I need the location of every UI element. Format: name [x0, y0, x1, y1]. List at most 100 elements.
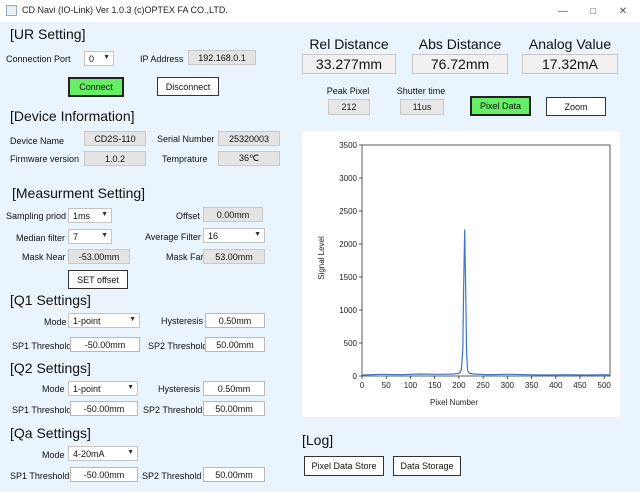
app-icon [6, 5, 17, 16]
q1-mode-value: 1-point [73, 316, 101, 326]
set-offset-button[interactable]: SET offset [68, 270, 128, 289]
median-filter-value: 7 [73, 232, 79, 242]
y-tick-label: 0 [353, 372, 358, 381]
maximize-icon[interactable]: □ [589, 5, 597, 17]
x-tick-label: 250 [476, 381, 490, 390]
q2-sp1-input[interactable]: -50.00mm [70, 401, 138, 416]
q1-sp1-input[interactable]: -50.00mm [70, 337, 140, 352]
connection-port-value: 0 [89, 54, 95, 64]
chevron-down-icon: ▼ [129, 316, 136, 323]
x-tick-label: 300 [501, 381, 515, 390]
q1-sp2-label: SP2 Threshold [148, 341, 208, 351]
sampling-period-value: 1ms [73, 211, 91, 221]
log-title: [Log] [302, 432, 334, 448]
x-axis-title: Pixel Number [430, 398, 478, 407]
close-icon[interactable]: ✕ [618, 5, 628, 17]
chevron-down-icon: ▼ [101, 211, 108, 218]
connection-port-select[interactable]: 0 ▼ [84, 51, 114, 66]
x-tick-label: 0 [360, 381, 365, 390]
y-tick-label: 500 [344, 339, 358, 348]
q2-mode-value: 1-point [73, 384, 101, 394]
x-tick-label: 100 [404, 381, 418, 390]
qa-mode-label: Mode [42, 450, 65, 460]
ip-address-field[interactable]: 192.168.0.1 [188, 50, 256, 65]
device-name-label: Device Name [10, 136, 65, 146]
q1-hysteresis-label: Hysteresis [161, 316, 204, 326]
chevron-down-icon: ▼ [101, 232, 108, 239]
chevron-down-icon: ▼ [127, 449, 134, 456]
x-tick-label: 50 [382, 381, 391, 390]
sampling-period-select[interactable]: 1ms ▼ [68, 208, 112, 223]
x-tick-label: 350 [525, 381, 539, 390]
chart-panel: Signal Level Pixel Number 0 500 1000 1500 20… [302, 131, 620, 417]
peak-pixel-label: Peak Pixel [326, 86, 370, 96]
data-storage-button[interactable]: Data Storage [393, 456, 461, 476]
shutter-time-value: 11us [400, 99, 444, 115]
connect-button[interactable]: Connect [68, 77, 124, 97]
x-tick-label: 150 [428, 381, 442, 390]
ur-setting-title: [UR Setting] [10, 26, 86, 42]
x-tick-label: 500 [598, 381, 612, 390]
window-title: CD Navi (IO-Link) Ver 1.0.3 (c)OPTEX FA … [22, 5, 228, 15]
analog-value-label: Analog Value [528, 36, 612, 52]
x-tick-label: 450 [573, 381, 587, 390]
y-tick-label: 3000 [339, 174, 357, 183]
y-tick-label: 2000 [339, 240, 357, 249]
qa-sp1-input[interactable]: -50.00mm [70, 467, 138, 482]
y-tick-label: 1000 [339, 306, 357, 315]
mask-far-value: 53.00mm [203, 249, 265, 264]
q1-sp2-input[interactable]: 50.00mm [205, 337, 265, 352]
qa-sp2-input[interactable]: 50.00mm [203, 467, 265, 482]
average-filter-select[interactable]: 16 ▼ [203, 228, 265, 243]
q2-mode-select[interactable]: 1-point ▼ [68, 381, 138, 396]
x-tick-label: 200 [452, 381, 466, 390]
q2-hysteresis-input[interactable]: 0.50mm [203, 381, 265, 396]
pixel-data-button[interactable]: Pixel Data [470, 96, 531, 116]
qa-mode-select[interactable]: 4-20mA ▼ [68, 446, 138, 461]
qa-sp2-label: SP2 Threshold [142, 471, 202, 481]
y-axis-title: Signal Level [317, 236, 326, 280]
serial-number-label: Serial Number [157, 134, 215, 144]
offset-label: Offset [176, 211, 200, 221]
mask-far-label: Mask Far [166, 252, 204, 262]
y-tick-label: 3500 [339, 141, 357, 150]
mask-near-label: Mask Near [22, 252, 66, 262]
analog-value-value: 17.32mA [522, 54, 618, 74]
zoom-button[interactable]: Zoom [546, 97, 606, 116]
temperature-label: Temprature [162, 154, 208, 164]
abs-distance-value: 76.72mm [412, 54, 508, 74]
q1-mode-select[interactable]: 1-point ▼ [68, 313, 140, 328]
q1-hysteresis-input[interactable]: 0.50mm [205, 313, 265, 328]
minimize-icon[interactable]: — [558, 5, 568, 17]
median-filter-select[interactable]: 7 ▼ [68, 229, 112, 244]
q2-sp2-label: SP2 Threshold [143, 405, 203, 415]
abs-distance-label: Abs Distance [418, 36, 502, 52]
q2-hysteresis-label: Hysteresis [158, 384, 201, 394]
sampling-period-label: Sampling priod [6, 211, 67, 221]
x-tick-label: 400 [549, 381, 563, 390]
q2-title: [Q2 Settings] [10, 360, 91, 376]
q2-sp2-input[interactable]: 50.00mm [203, 401, 265, 416]
q1-mode-label: Mode [44, 317, 67, 327]
plot-area [361, 144, 611, 377]
title-bar: CD Navi (IO-Link) Ver 1.0.3 (c)OPTEX FA … [0, 0, 640, 22]
q1-sp1-label: SP1 Threshold [12, 341, 72, 351]
firmware-label: Firmware version [10, 154, 80, 164]
pixel-data-store-button[interactable]: Pixel Data Store [304, 456, 384, 476]
y-tick-label: 1500 [339, 273, 357, 282]
signal-series-line [361, 229, 611, 376]
chevron-down-icon: ▼ [103, 54, 110, 61]
measurement-title: [Measurment Setting] [12, 185, 146, 201]
q1-title: [Q1 Settings] [10, 292, 91, 308]
ip-address-label: IP Address [140, 54, 184, 64]
firmware-value: 1.0.2 [84, 151, 146, 166]
temperature-value: 36℃ [218, 151, 280, 166]
offset-value: 0.00mm [203, 207, 263, 222]
chevron-down-icon: ▼ [254, 231, 261, 238]
median-filter-label: Median filter [16, 233, 66, 243]
q2-mode-label: Mode [42, 384, 65, 394]
shutter-time-label: Shutter time [396, 86, 446, 96]
qa-title: [Qa Settings] [10, 425, 91, 441]
connection-port-label: Connection Port [6, 54, 71, 64]
disconnect-button[interactable]: Disconnect [157, 77, 219, 96]
